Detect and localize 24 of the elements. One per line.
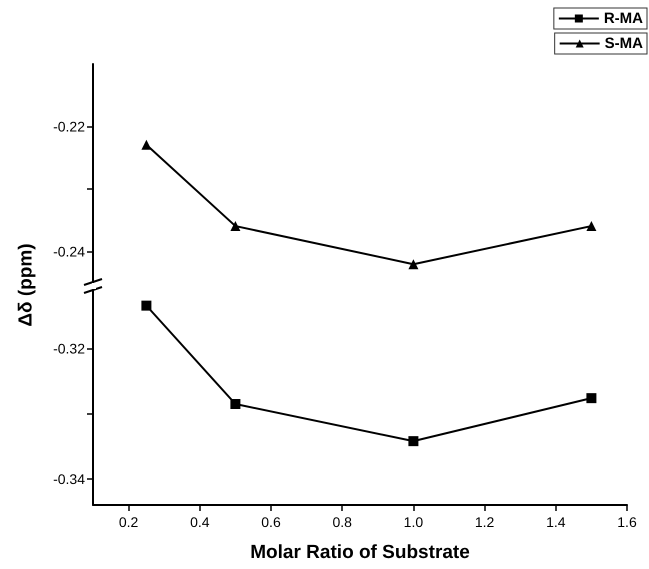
- legend-label: S-MA: [604, 35, 644, 52]
- point: [141, 140, 152, 150]
- y-tick-label: -0.34: [53, 470, 86, 487]
- y-tick-label: -0.22: [53, 118, 86, 135]
- point: [586, 221, 596, 232]
- point: [586, 393, 596, 404]
- x-tick-label: 0.4: [190, 514, 210, 530]
- x-tick-label: 1.0: [404, 514, 424, 530]
- x-tick-label: 1.2: [474, 514, 495, 530]
- x-tick-label: 1.6: [617, 514, 637, 530]
- x-axis-title: Molar Ratio of Substrate: [250, 542, 470, 563]
- point: [230, 221, 240, 232]
- x-tick-label: 1.4: [546, 514, 566, 530]
- y-axis-title: Δδ (ppm): [16, 243, 36, 327]
- point: [408, 436, 418, 446]
- point: [141, 300, 152, 311]
- x-tick-label: 0.6: [261, 514, 281, 530]
- point: [408, 259, 418, 270]
- y-tick-label: -0.24: [53, 244, 86, 260]
- y-tick-label: -0.32: [53, 340, 86, 357]
- legend-label: R-MA: [604, 10, 644, 27]
- x-tick-label: 0.2: [118, 514, 139, 530]
- x-tick-label: 0.8: [332, 514, 352, 530]
- point: [230, 399, 240, 410]
